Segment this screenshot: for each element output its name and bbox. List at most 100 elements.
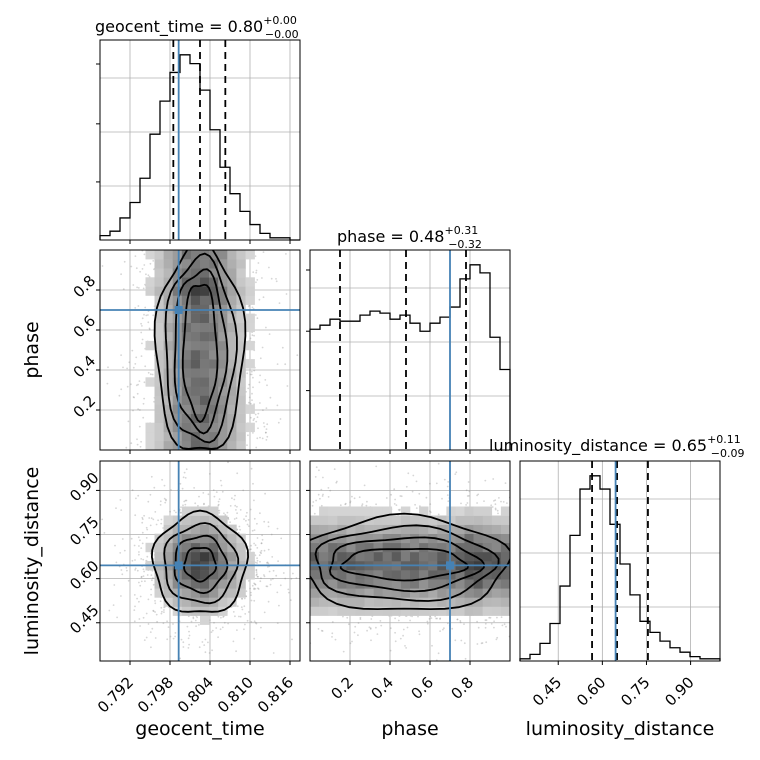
sample-point <box>394 617 396 620</box>
sample-point <box>172 637 175 640</box>
density-cell <box>410 606 420 616</box>
sample-point <box>151 627 154 630</box>
sample-point <box>394 498 396 501</box>
density-cell <box>181 340 192 351</box>
density-cell <box>218 322 228 333</box>
sample-point <box>236 629 238 631</box>
sample-point <box>269 583 272 586</box>
sample-point <box>434 615 437 618</box>
axis-frame <box>99 460 301 662</box>
sample-point <box>101 518 104 521</box>
sample-point <box>379 620 382 622</box>
density-cell <box>491 515 502 525</box>
sample-point <box>252 419 255 422</box>
density-cell <box>482 524 493 534</box>
sample-point <box>241 597 244 600</box>
density-cell <box>190 413 201 423</box>
density-cell <box>464 542 474 553</box>
sample-point <box>235 650 238 653</box>
density-cell <box>373 570 383 580</box>
density-cell <box>337 597 347 607</box>
density-cell <box>346 533 356 544</box>
density-cell <box>200 440 210 450</box>
density-cell <box>500 570 510 580</box>
sample-point <box>125 446 128 449</box>
density-cell <box>218 250 228 260</box>
title-geocent-time: geocent_time = 0.80+0.00 −0.00 <box>95 14 299 41</box>
density-cell <box>218 259 228 269</box>
sample-point <box>152 577 154 579</box>
sample-point <box>285 253 287 255</box>
sample-point <box>147 321 150 324</box>
density-cell <box>154 277 164 287</box>
density-cell <box>190 295 201 305</box>
density-cell <box>163 268 173 278</box>
density-cell <box>310 606 320 616</box>
sample-point <box>174 632 177 634</box>
sample-point <box>221 490 224 493</box>
sample-point <box>227 516 230 519</box>
sample-point <box>147 371 150 374</box>
sample-point <box>488 616 491 619</box>
density-cell <box>382 606 393 616</box>
density-cell <box>446 588 456 598</box>
density-cell <box>236 422 246 433</box>
density-cell <box>473 570 483 580</box>
sample-point <box>368 626 371 629</box>
density-cell <box>437 597 447 607</box>
density-cell <box>364 551 374 562</box>
sample-point <box>165 499 167 502</box>
sample-point <box>159 500 162 503</box>
sample-point <box>505 625 507 628</box>
density-cell <box>154 350 164 360</box>
sample-point <box>184 499 187 502</box>
density-cell <box>190 322 201 333</box>
sample-point <box>219 479 222 482</box>
density-cell <box>346 515 356 525</box>
density-cell <box>181 431 192 442</box>
density-cell <box>245 422 255 433</box>
density-cell <box>400 506 411 516</box>
sample-point <box>234 615 236 618</box>
sample-point <box>162 527 165 529</box>
sample-point <box>252 386 254 389</box>
density-cell <box>154 340 164 351</box>
sample-point <box>506 502 508 504</box>
sample-point <box>277 421 280 424</box>
density-cell <box>236 431 246 442</box>
density-cell <box>163 313 173 323</box>
density-cell <box>419 597 429 607</box>
density-cell <box>163 413 173 423</box>
density-cell <box>227 533 237 544</box>
sample-point <box>393 503 396 505</box>
sample-point <box>101 265 104 267</box>
sample-point <box>397 619 400 622</box>
density-cell <box>172 431 183 442</box>
tick-label-y: 0.45 <box>66 601 102 637</box>
density-cell <box>163 259 173 269</box>
sample-point <box>147 314 149 316</box>
sample-point <box>244 623 246 626</box>
sample-point <box>264 431 267 434</box>
sample-point <box>139 539 141 542</box>
sample-point <box>265 585 268 588</box>
sample-point <box>447 500 450 503</box>
sample-point <box>153 268 155 271</box>
sample-point <box>185 468 188 471</box>
sample-point <box>254 583 257 586</box>
contour-level-2 <box>173 268 229 435</box>
sample-point <box>276 404 279 407</box>
contour-level-0 <box>153 250 247 450</box>
density-cell <box>236 386 246 396</box>
sample-point <box>256 279 259 281</box>
density-cell <box>163 551 173 562</box>
density-cell <box>473 606 483 616</box>
density-cell <box>373 524 383 534</box>
density-cell <box>482 606 493 616</box>
sample-point <box>170 489 172 491</box>
density-cell <box>391 570 402 580</box>
density-cell <box>154 440 164 450</box>
sample-point <box>144 580 146 583</box>
sample-point <box>250 544 253 547</box>
